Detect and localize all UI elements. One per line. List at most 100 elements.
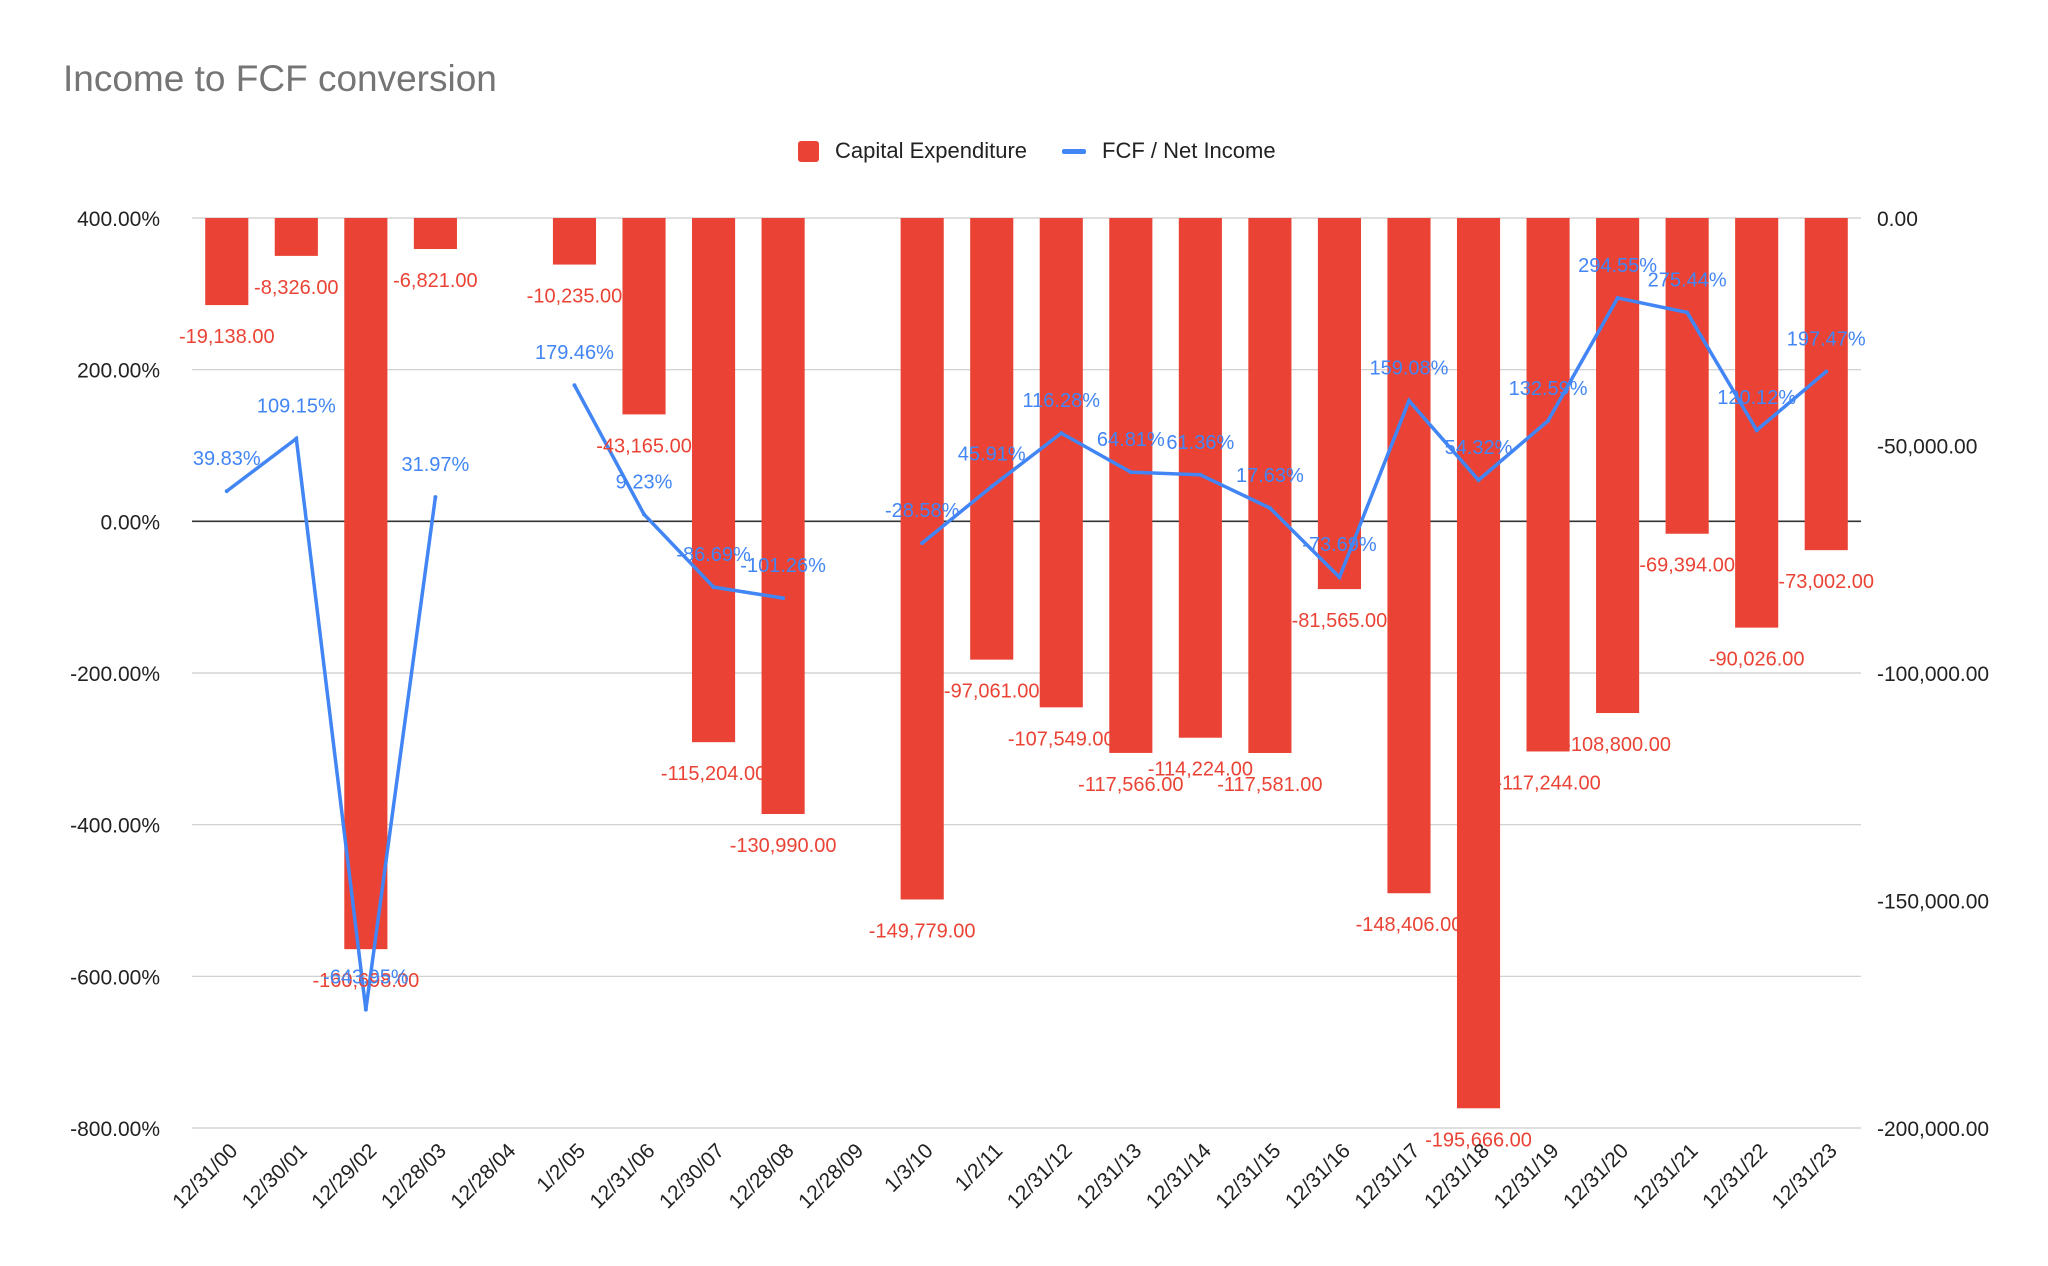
bar-data-label: -148,406.00 xyxy=(1356,914,1463,936)
bar xyxy=(1735,218,1779,628)
line-point xyxy=(224,489,229,494)
bar-data-label: -69,394.00 xyxy=(1639,555,1735,577)
y-right-tick-label: -100,000.00 xyxy=(1877,663,1989,686)
line-data-label: -86.69% xyxy=(676,544,751,566)
bar-data-label: -149,779.00 xyxy=(869,920,976,942)
bar xyxy=(1109,218,1153,753)
legend-swatch-bar xyxy=(798,140,819,162)
series-line xyxy=(921,295,1828,581)
line-point xyxy=(1685,310,1690,315)
bar-data-label: -160,698.00 xyxy=(312,970,419,992)
bar-data-label: -195,666.00 xyxy=(1425,1129,1532,1151)
bar xyxy=(1387,218,1431,894)
x-tick-label: 12/31/22 xyxy=(1698,1139,1772,1213)
x-tick-label: 12/31/13 xyxy=(1072,1139,1146,1213)
bar xyxy=(344,218,388,950)
line-data-label: 116.28% xyxy=(1023,390,1101,412)
line-point xyxy=(989,484,994,489)
line-data-label: 39.83% xyxy=(193,448,261,470)
bar xyxy=(761,218,805,815)
line-data-label: 17.63% xyxy=(1236,465,1304,487)
chart-title: Income to FCF conversion xyxy=(63,58,497,99)
x-tick-label: 12/30/07 xyxy=(655,1139,729,1213)
line-data-label: -28.58% xyxy=(885,500,960,522)
line-point xyxy=(1824,369,1829,374)
x-tick-label: 12/29/02 xyxy=(307,1139,381,1213)
x-tick-label: 12/31/20 xyxy=(1559,1139,1633,1213)
line-point xyxy=(572,383,577,388)
line-data-label: 120.12% xyxy=(1717,387,1796,409)
line-point xyxy=(1546,418,1551,423)
bar xyxy=(622,218,666,415)
line-data-label: -101.26% xyxy=(740,555,826,577)
x-tick-label: 12/31/14 xyxy=(1142,1139,1216,1213)
series-line xyxy=(572,384,784,600)
bar xyxy=(1317,218,1361,590)
y-right-tick-label: -50,000.00 xyxy=(1877,436,1977,459)
x-tick-label: 1/2/11 xyxy=(951,1139,1007,1195)
line-data-label: 197.47% xyxy=(1787,329,1866,351)
legend-swatch-line xyxy=(1062,148,1086,154)
x-tick-label: 12/28/04 xyxy=(446,1139,520,1213)
bar-data-label: -114,224.00 xyxy=(1148,759,1253,781)
x-tick-label: 12/31/21 xyxy=(1629,1139,1703,1213)
line-point xyxy=(1476,478,1481,483)
line-data-label: 109.15% xyxy=(257,396,336,418)
line-point xyxy=(1128,470,1133,475)
line-point xyxy=(920,541,925,546)
line-point xyxy=(1267,505,1272,510)
bar-data-label: -117,244.00 xyxy=(1495,772,1600,794)
bar xyxy=(900,218,944,900)
line-data-label: -643.95% xyxy=(323,967,409,989)
legend-label-capex: Capital Expenditure xyxy=(835,138,1028,163)
bar-data-label: -107,549.00 xyxy=(1008,728,1115,750)
line-point xyxy=(363,1007,368,1012)
bar-data-label: -117,566.00 xyxy=(1078,774,1183,796)
line-point xyxy=(642,512,647,517)
line-data-label: 61.36% xyxy=(1166,432,1234,454)
y-left-tick-label: -400.00% xyxy=(70,815,160,838)
x-tick-label: 12/31/00 xyxy=(168,1139,242,1213)
bar-data-label: -73,002.00 xyxy=(1778,571,1874,593)
x-tick-label: 12/31/15 xyxy=(1211,1139,1285,1213)
line-point xyxy=(1754,428,1759,433)
bar xyxy=(1456,218,1501,1109)
bar-data-label: -8,326.00 xyxy=(254,277,339,299)
line-data-label: 9.23% xyxy=(616,471,673,493)
line-data-label: 275.44% xyxy=(1648,269,1727,291)
bar-data-label: -97,061.00 xyxy=(944,681,1040,703)
line-data-label: 179.46% xyxy=(535,342,614,364)
bar-data-label: -108,800.00 xyxy=(1564,734,1671,756)
line-data-label: 132.59% xyxy=(1509,378,1588,400)
legend: Capital Expenditure FCF / Net Income xyxy=(0,138,2048,174)
bar xyxy=(205,218,249,306)
bar-data-label: -130,990.00 xyxy=(730,835,837,857)
bar-data-label: -10,235.00 xyxy=(527,286,623,308)
line-point xyxy=(433,495,438,500)
line-point xyxy=(711,585,716,590)
y-left-tick-label: -800.00% xyxy=(70,1118,160,1141)
bar-data-label: -115,204.00 xyxy=(661,763,766,785)
x-tick-label: 1/2/05 xyxy=(532,1139,590,1197)
x-tick-label: 1/3/10 xyxy=(880,1139,938,1197)
bar-data-label: -81,565.00 xyxy=(1292,610,1388,632)
x-tick-label: 12/28/09 xyxy=(794,1139,868,1213)
x-tick-label: 12/31/17 xyxy=(1350,1139,1424,1213)
series-line xyxy=(225,435,438,1010)
bar xyxy=(1178,218,1222,738)
bar-data-label: -19,138.00 xyxy=(179,326,275,348)
line-point xyxy=(781,596,786,601)
legend-item-capex[interactable]: Capital Expenditure xyxy=(798,138,1027,164)
bar xyxy=(1596,218,1640,714)
x-tick-label: 12/31/16 xyxy=(1281,1139,1355,1213)
y-left-tick-label: 200.00% xyxy=(77,360,160,383)
bar xyxy=(692,218,736,743)
line-point xyxy=(1615,295,1620,300)
bar-data-label: -6,821.00 xyxy=(393,270,478,292)
legend-item-ratio[interactable]: FCF / Net Income xyxy=(1062,138,1276,164)
x-tick-label: 12/28/08 xyxy=(725,1139,799,1213)
y-right-tick-label: -150,000.00 xyxy=(1877,891,1989,914)
line-point xyxy=(1406,398,1411,403)
bar-data-label: -117,581.00 xyxy=(1217,774,1322,796)
